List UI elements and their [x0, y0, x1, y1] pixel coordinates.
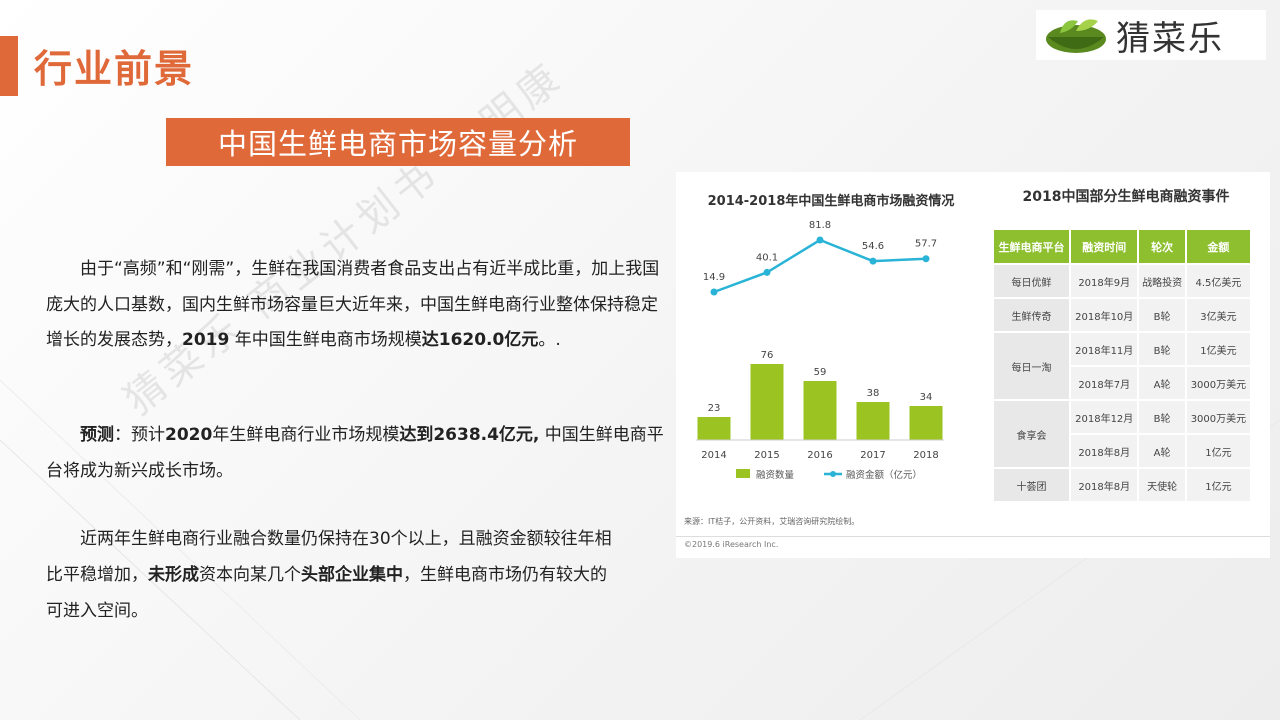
- footer-divider: [676, 536, 1270, 537]
- header-cell: 轮次: [1139, 230, 1185, 263]
- table-row: 每日一淘 2018年11月 B轮 1亿美元: [994, 333, 1250, 399]
- date-cell: 2018年9月: [1071, 265, 1138, 297]
- line-point-2015: [763, 268, 771, 276]
- round-cell: 天使轮: [1139, 469, 1185, 501]
- paragraph-funding: 近两年生鲜电商行业融合数量仍保持在30个以上，且融资金额较往年相比平稳增加，未形…: [46, 529, 612, 621]
- amount-cell: 3000万美元: [1186, 401, 1250, 433]
- header-cell: 生鲜电商平台: [994, 230, 1070, 263]
- line-value-label: 57.7: [915, 239, 937, 250]
- table-row: 每日优鲜 2018年9月 战略投资 4.5亿美元: [994, 265, 1250, 297]
- x-tick-label: 2014: [701, 450, 726, 461]
- bar-value-label: 59: [814, 367, 827, 378]
- line-point-2017: [869, 257, 877, 265]
- table-title: 2018中国部分生鲜电商融资事件: [1022, 189, 1230, 205]
- amount-cell: 1亿元: [1186, 469, 1250, 501]
- date-cell: 2018年8月: [1071, 469, 1138, 501]
- bar-value-label: 23: [708, 403, 721, 414]
- x-tick-label: 2018: [913, 450, 938, 461]
- round-cell: B轮: [1139, 299, 1185, 331]
- bar-value-label: 76: [761, 350, 774, 361]
- chart-panel: 2014-2018年中国生鲜电商市场融资情况 23 2014 76 2015 59 2016…: [676, 172, 1270, 558]
- paragraph-market-size: 由于“高频”和“刚需”，生鲜在我国消费者食品支出占有近半成比重，加上我国庞大的人…: [46, 259, 660, 350]
- table-row: 生鲜传奇 2018年10月 B轮 3亿美元: [994, 299, 1250, 331]
- header-cell: 融资时间: [1071, 230, 1138, 263]
- round-cell: B轮: [1139, 401, 1185, 433]
- chart-copyright: ©2019.6 iResearch Inc.: [684, 540, 779, 549]
- bar-2016: [803, 381, 837, 440]
- watermark-text: 猜菜乐 商业计划书 王明康: [116, 53, 573, 425]
- title-accent-bar: [0, 36, 18, 96]
- line-value-label: 81.8: [809, 220, 831, 231]
- amount-cell: 4.5亿美元: [1186, 265, 1250, 297]
- bar-2018: [909, 406, 943, 440]
- line-point-2018: [922, 255, 930, 263]
- amount-cell: 1亿元: [1186, 435, 1250, 467]
- line-value-label: 40.1: [756, 252, 778, 263]
- amount-cell: 3亿美元: [1186, 299, 1250, 331]
- legend-label-bar: 融资数量: [756, 469, 795, 481]
- amount-cell: 3000万美元: [1186, 367, 1250, 399]
- date-cell: 2018年7月: [1071, 367, 1138, 399]
- section-subtitle: 中国生鲜电商市场容量分析: [166, 118, 630, 166]
- bar-2015: [750, 364, 784, 440]
- platform-cell: 每日一淘: [994, 333, 1070, 399]
- line-point-2016: [816, 236, 824, 244]
- legend-label-line: 融资金额（亿元）: [846, 469, 922, 481]
- table-row: 十荟团 2018年8月 天使轮 1亿元: [994, 469, 1250, 501]
- platform-cell: 每日优鲜: [994, 265, 1070, 297]
- chart-source-note: 来源：IT桔子，公开资料，艾瑞咨询研究院绘制。: [684, 517, 860, 526]
- line-point-2014: [710, 288, 718, 296]
- table-row: 2018年7月 A轮 3000万美元: [994, 367, 1250, 399]
- date-cell: 2018年12月: [1071, 401, 1138, 433]
- page-title: 行业前景: [34, 47, 195, 91]
- line-value-label: 14.9: [703, 272, 725, 283]
- platform-cell: 十荟团: [994, 469, 1070, 501]
- round-cell: 战略投资: [1139, 265, 1185, 297]
- x-tick-label: 2017: [860, 450, 885, 461]
- chart-title: 2014-2018年中国生鲜电商市场融资情况: [708, 193, 955, 209]
- funding-chart: 2014-2018年中国生鲜电商市场融资情况 23 2014 76 2015 59 2016…: [696, 193, 955, 481]
- bar-value-label: 34: [920, 392, 933, 403]
- table-row: 食享会 2018年12月 B轮 3000万美元: [994, 401, 1250, 467]
- x-tick-label: 2015: [754, 450, 779, 461]
- line-value-label: 54.6: [862, 241, 884, 252]
- logo-text: 猜菜乐: [1116, 18, 1224, 59]
- bar-2014: [697, 417, 731, 440]
- x-tick-label: 2016: [807, 450, 832, 461]
- line-series-amount: [713, 238, 927, 294]
- legend-swatch-dot: [830, 471, 836, 477]
- legend-swatch-bar: [736, 469, 750, 478]
- round-cell: A轮: [1139, 435, 1185, 467]
- table-row: 2018年8月 A轮 1亿元: [994, 435, 1250, 467]
- bar-2017: [856, 402, 890, 440]
- table-header-row: 生鲜电商平台 融资时间 轮次 金额: [994, 230, 1250, 263]
- paragraph-forecast: 预测：预计2020年生鲜电商行业市场规模达到2638.4亿元, 中国生鲜电商平台…: [46, 425, 664, 481]
- date-cell: 2018年10月: [1071, 299, 1138, 331]
- platform-cell: 食享会: [994, 401, 1070, 467]
- header-cell: 金额: [1186, 230, 1250, 263]
- date-cell: 2018年11月: [1071, 333, 1138, 365]
- bowl-leaf-icon: [1046, 19, 1106, 53]
- bar-value-label: 38: [867, 388, 880, 399]
- funding-table: 生鲜电商平台 融资时间 轮次 金额 每日优鲜 2018年9月 战略投资 4.5亿美元生…: [992, 228, 1252, 503]
- amount-cell: 1亿美元: [1186, 333, 1250, 365]
- brand-logo: 猜菜乐: [1036, 10, 1266, 60]
- date-cell: 2018年8月: [1071, 435, 1138, 467]
- round-cell: A轮: [1139, 367, 1185, 399]
- round-cell: B轮: [1139, 333, 1185, 365]
- platform-cell: 生鲜传奇: [994, 299, 1070, 331]
